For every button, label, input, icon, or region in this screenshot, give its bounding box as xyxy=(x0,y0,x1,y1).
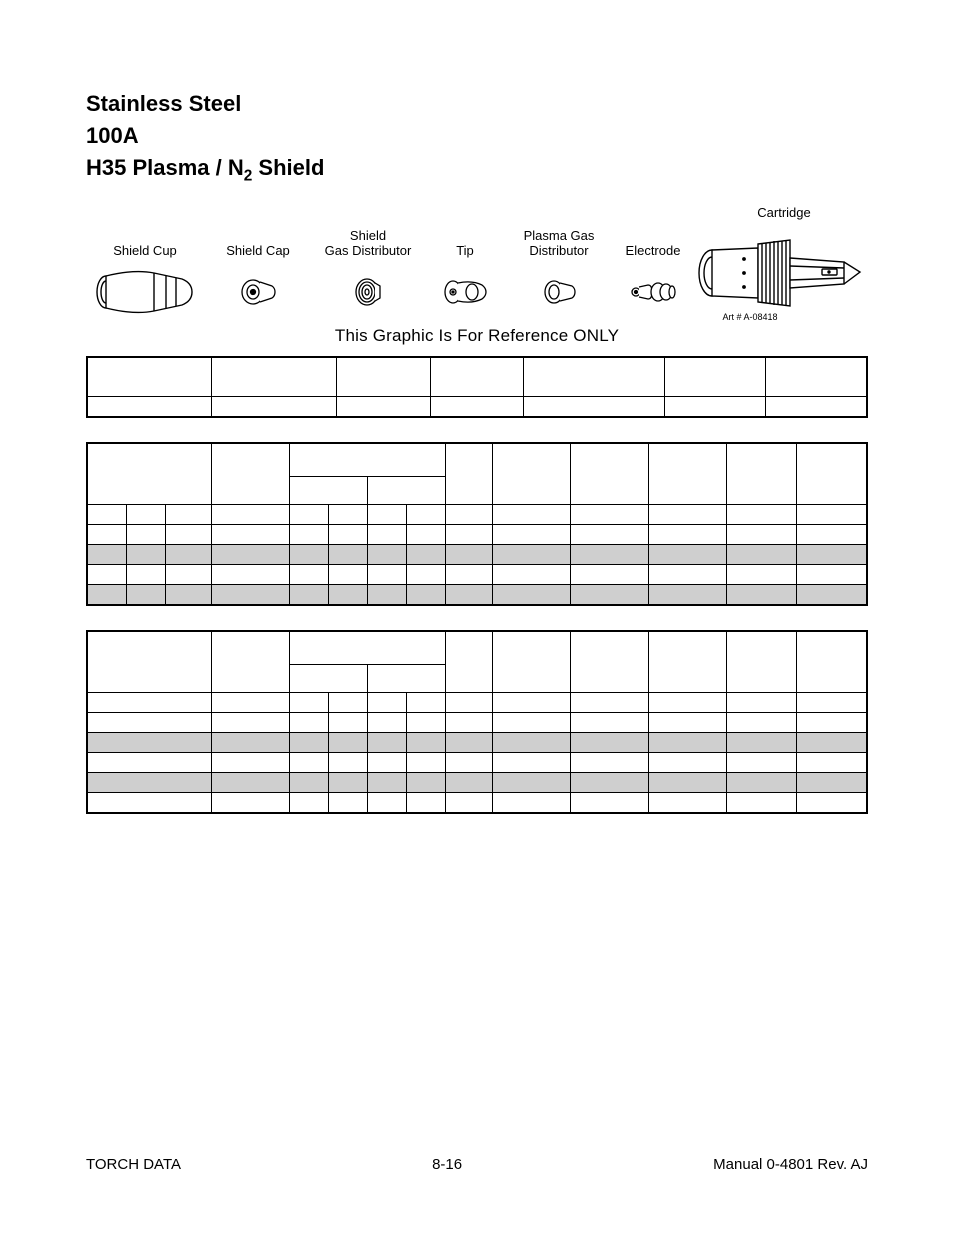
data-table-1-wrap xyxy=(86,442,868,606)
reference-note: This Graphic Is For Reference ONLY xyxy=(86,326,868,346)
part-cartridge: Cartridge xyxy=(694,206,864,320)
title-line-1: Stainless Steel xyxy=(86,88,868,120)
cartridge-icon xyxy=(694,226,864,320)
shield-cup-icon xyxy=(94,264,196,320)
data-table-2 xyxy=(86,630,868,814)
shield-cap-icon xyxy=(240,264,276,320)
parts-table-wrap xyxy=(86,356,868,418)
part-electrode: Electrode xyxy=(612,244,694,320)
footer-left: TORCH DATA xyxy=(86,1156,181,1173)
part-tip: Tip xyxy=(424,244,506,320)
table-row xyxy=(87,733,867,753)
cartridge-label: Cartridge xyxy=(757,206,810,220)
title-line-3: H35 Plasma / N2 Shield xyxy=(86,152,868,188)
part-shield-cup: Shield Cup xyxy=(86,244,204,320)
parts-table xyxy=(86,356,868,418)
data-table-2-wrap xyxy=(86,630,868,814)
table-row xyxy=(87,793,867,813)
plasma-gas-dist-label: Plasma GasDistributor xyxy=(524,229,595,258)
table-row xyxy=(87,631,867,665)
page-footer: TORCH DATA 8-16 Manual 0-4801 Rev. AJ xyxy=(86,1156,868,1173)
plasma-gas-distributor-icon xyxy=(542,264,576,320)
table-row xyxy=(87,525,867,545)
shield-gas-distributor-icon xyxy=(353,264,383,320)
footer-center: 8-16 xyxy=(432,1156,462,1173)
title-line-2: 100A xyxy=(86,120,868,152)
tip-icon xyxy=(442,264,488,320)
art-number: Art # A-08418 xyxy=(700,312,800,322)
shield-cap-label: Shield Cap xyxy=(226,244,290,258)
shield-cup-label: Shield Cup xyxy=(113,244,177,258)
tip-label: Tip xyxy=(456,244,474,258)
table-row xyxy=(87,693,867,713)
shield-gas-dist-label: ShieldGas Distributor xyxy=(325,229,412,258)
part-shield-gas-distributor: ShieldGas Distributor xyxy=(312,229,424,320)
footer-right: Manual 0-4801 Rev. AJ xyxy=(713,1156,868,1173)
table-row xyxy=(87,585,867,605)
parts-diagram-row: Shield Cup Shield Cap xyxy=(86,206,868,320)
electrode-icon xyxy=(630,264,676,320)
data-table-1 xyxy=(86,442,868,606)
table-row xyxy=(87,713,867,733)
table-row xyxy=(87,545,867,565)
table-row xyxy=(87,505,867,525)
part-shield-cap: Shield Cap xyxy=(204,244,312,320)
electrode-label: Electrode xyxy=(626,244,681,258)
part-plasma-gas-distributor: Plasma GasDistributor xyxy=(506,229,612,320)
table-row xyxy=(87,753,867,773)
table-row xyxy=(87,773,867,793)
table-row xyxy=(87,565,867,585)
page-title: Stainless Steel 100A H35 Plasma / N2 Shi… xyxy=(86,88,868,188)
table-row xyxy=(87,357,867,397)
table-row xyxy=(87,443,867,477)
table-row xyxy=(87,397,867,417)
